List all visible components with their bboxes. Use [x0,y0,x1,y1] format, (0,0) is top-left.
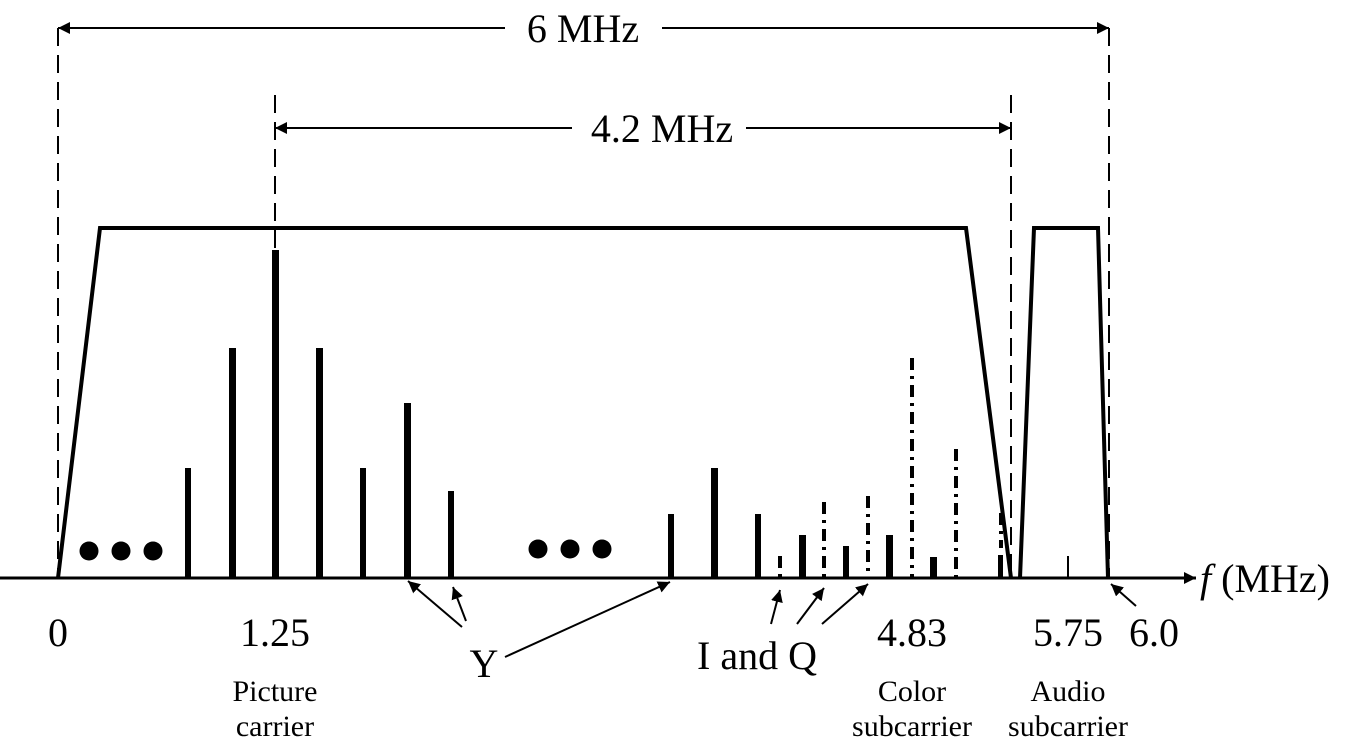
chroma-pointer-arrow [821,583,869,625]
luma-line [185,468,191,578]
tick-label-6-0: 6.0 [1129,610,1179,655]
ellipsis-dot [592,539,612,559]
tick-label-0: 0 [48,610,68,655]
luma-line [998,555,1003,578]
luma-line [799,535,806,578]
axis-label-unit: (MHz) [1211,556,1330,601]
picture-carrier-caption-line1: Picture [233,675,318,708]
luma-pointer-arrow [407,580,463,628]
tick-label-4-83: 4.83 [877,610,947,655]
axis-label: f (MHz) [1200,556,1330,601]
ellipsis-dot [143,541,163,561]
video-envelope [56,226,1013,579]
picture-carrier-caption-line2: carrier [236,710,314,743]
luma-line [930,557,937,578]
luma-line [316,348,323,578]
luma-line [448,491,454,578]
chroma-pointer-arrow [796,587,825,625]
video-bandwidth-label: 4.2 MHz [591,106,733,151]
ellipsis-left [79,541,163,561]
luma-line [668,514,674,578]
luma-line [886,535,893,578]
audio-subcarrier-caption-line1: Audio [1031,675,1106,708]
color-subcarrier-caption-line2: subcarrier [852,710,972,743]
luma-line [360,468,366,578]
chroma-label: I and Q [697,633,817,678]
tick-label-1-25: 1.25 [240,610,310,655]
tick-label-5-75: 5.75 [1033,610,1103,655]
chroma-lines [778,358,1003,578]
ellipsis-dot [560,539,580,559]
luma-line [755,514,761,578]
luma-pointer-arrow [504,581,671,658]
luma-line [843,546,849,578]
chroma-pointers [770,583,869,625]
ellipsis-dot [79,541,99,561]
chroma-pointer-arrow [770,589,783,625]
color-subcarrier-caption-line1: Color [878,675,946,708]
luma-line [229,348,236,578]
picture-carrier-line [272,250,279,578]
luma-lines [185,250,1003,578]
ellipsis-dot [111,541,131,561]
ellipsis-middle [528,539,612,559]
ellipsis-dot [528,539,548,559]
edge-pointer-arrow [1110,583,1137,607]
total-bandwidth-label: 6 MHz [527,6,639,51]
luma-label: Y [470,641,499,686]
luma-pointers [407,580,671,658]
luma-line [404,403,411,578]
luma-line [711,468,718,578]
luma-pointer-arrow [451,586,467,622]
audio-envelope [1018,226,1110,579]
audio-subcarrier-caption-line2: subcarrier [1008,710,1128,743]
